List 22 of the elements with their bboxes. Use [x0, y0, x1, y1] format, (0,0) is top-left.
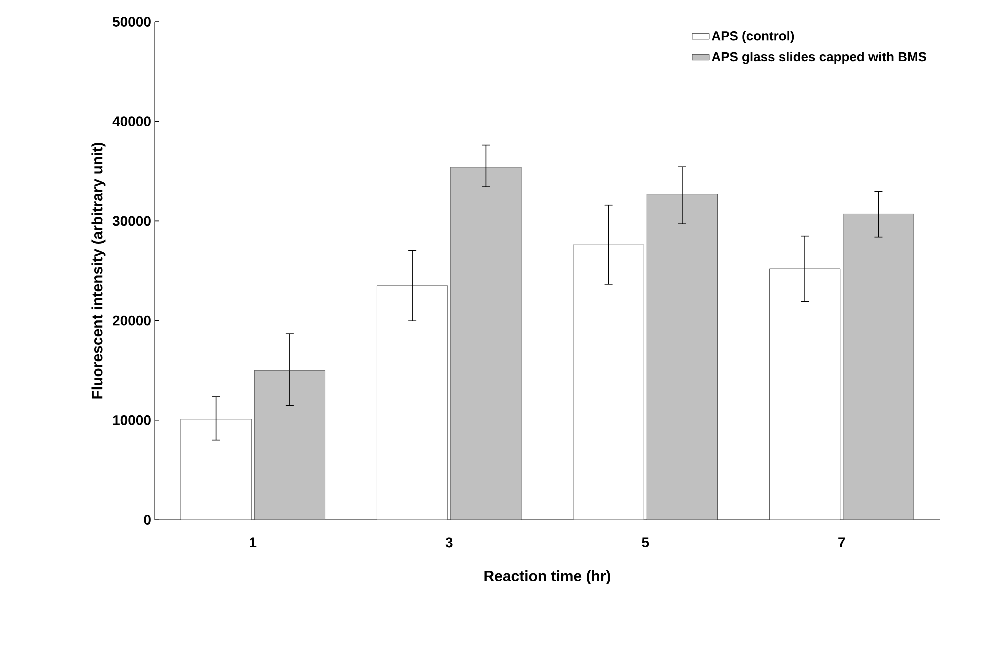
x-tick-label: 7 [838, 538, 846, 548]
bar [254, 370, 326, 520]
y-tick-label: 10000 [113, 415, 151, 426]
bar [770, 268, 841, 520]
legend-label: APS (control) [712, 31, 794, 44]
bar [843, 214, 914, 520]
y-axis-title: Fluorescent intensity (arbitrary unit) [92, 142, 106, 399]
bar [573, 244, 644, 520]
y-tick-label: 40000 [112, 116, 151, 127]
x-axis-title: Reaction time (hr) [484, 570, 610, 585]
x-tick-label: 1 [250, 538, 257, 548]
bar [450, 167, 522, 520]
x-tick-label: 3 [446, 538, 453, 548]
y-tick-label: 50000 [112, 17, 151, 27]
bar [180, 419, 252, 520]
legend-label: APS glass slides capped with BMS [712, 52, 926, 64]
y-tick-label: 20000 [113, 316, 151, 326]
x-tick-label: 5 [642, 538, 650, 548]
y-tick-label: 30000 [112, 216, 151, 226]
bar [646, 194, 718, 520]
bar [377, 286, 448, 520]
y-tick-label: 0 [144, 515, 151, 525]
